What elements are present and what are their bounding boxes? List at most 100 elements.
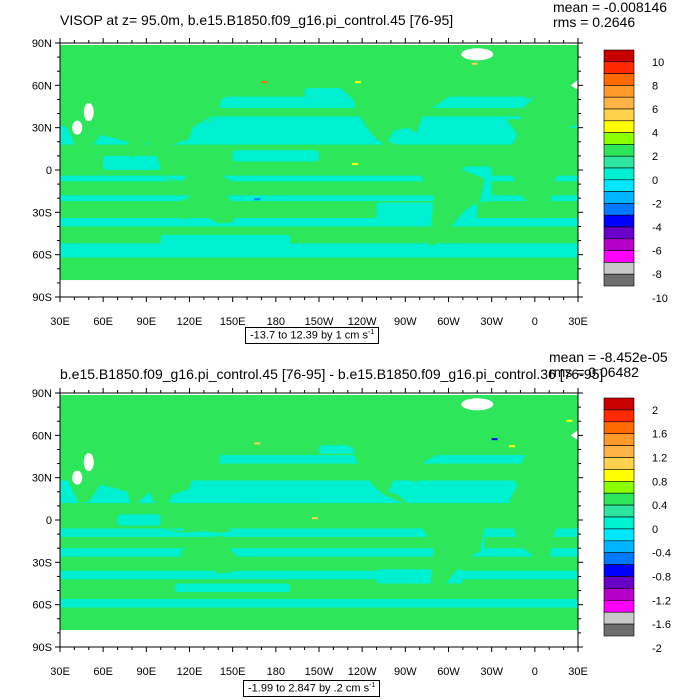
contour-range-label: -1.99 to 2.847 by .2 cm s-1 (243, 680, 381, 697)
missing-data-caspian (83, 453, 94, 472)
missing-data-baltic (570, 79, 578, 90)
colorbar-swatch (603, 262, 635, 275)
colorbar-label: 0 (652, 175, 658, 187)
field-layer (60, 43, 578, 297)
land-region (506, 119, 578, 220)
missing-data-arctic (461, 398, 494, 411)
colorbar-swatch (603, 516, 635, 530)
lat-label: 30N (32, 473, 52, 485)
colorbar-swatch (603, 132, 635, 145)
land-region (153, 512, 233, 533)
ocean-band (60, 175, 578, 182)
missing-data-inland (72, 120, 83, 135)
ocean-patch (160, 234, 291, 247)
lat-label: 60N (32, 80, 52, 92)
colorbar-label: 1.2 (652, 453, 667, 465)
colorbar-label: 1.6 (652, 429, 667, 441)
colorbar-label: 8 (652, 80, 658, 92)
lon-label: 120W (348, 666, 377, 678)
lon-label: 30W (480, 666, 503, 678)
colorbar-swatch (603, 611, 635, 625)
land-region (153, 162, 233, 183)
hotspot-mark (471, 62, 478, 65)
land-region (542, 421, 578, 439)
colorbar-swatch (603, 457, 635, 470)
land-region (180, 185, 237, 224)
mean-value: mean = -0.008146 (553, 0, 668, 15)
colorbar-swatch (603, 49, 635, 63)
lat-label: 60S (32, 250, 52, 262)
lon-label: 60E (93, 316, 113, 328)
map-panel-bottom: b.e15.B1850.f09_g16.pi_control.45 [76-95… (0, 350, 700, 700)
lon-label: 150E (220, 316, 246, 328)
hotspot-mark (566, 419, 573, 422)
lon-label: 30E (568, 316, 588, 328)
map-plot: 90N 60N 30N 0 30S 60S 90S 30E 60E 90E 120E 150E 180 1… (32, 38, 668, 328)
hotspot-mark (311, 517, 318, 520)
colorbar-swatch (603, 226, 635, 240)
missing-data-south (60, 280, 578, 297)
panel-stats: mean = -8.452e-05 rms = 0.06482 (549, 350, 668, 380)
colorbar-swatch (603, 564, 635, 577)
lon-label: 150W (305, 316, 334, 328)
land-region (542, 71, 578, 89)
map-panel-top: VISOP at z= 95.0m, b.e15.B1850.f09_g16.p… (32, 0, 668, 344)
hotspot-mark (254, 442, 261, 445)
lon-label: 30W (480, 316, 503, 328)
colorbar-swatch (603, 214, 635, 228)
ocean-band (60, 528, 578, 537)
lon-label: 60W (437, 666, 460, 678)
ocean-patch (462, 486, 499, 498)
lon-label: 90E (137, 666, 157, 678)
missing-data-inland (72, 470, 83, 485)
contour-range-label: -13.7 to 12.39 by 1 cm s-1 (245, 327, 380, 344)
colorbar-swatch (603, 492, 635, 506)
colorbar-swatch (603, 469, 635, 482)
hotspot-mark (354, 81, 361, 84)
hotspot-mark (261, 81, 268, 84)
lon-label: 60W (437, 316, 460, 328)
colorbar-swatch (603, 179, 635, 192)
land-region (293, 418, 449, 509)
ocean-band (60, 570, 578, 580)
colorbar-swatch (603, 85, 635, 98)
colorbar-label: -4 (652, 222, 662, 234)
colorbar-label: 0.4 (652, 500, 667, 512)
ocean-patch (117, 514, 161, 526)
land-region (526, 438, 535, 450)
lon-label: 90W (394, 666, 417, 678)
lon-label: 30E (568, 666, 588, 678)
colorbar-swatch (603, 576, 635, 589)
ocean-patch (232, 150, 319, 162)
colorbar-swatch (603, 108, 635, 122)
colorbar-label: -0.4 (652, 548, 671, 560)
land-region (180, 535, 237, 574)
missing-data-north (60, 393, 578, 395)
missing-data-baltic (570, 429, 578, 440)
colorbar-label: -6 (652, 246, 662, 258)
land-region (416, 154, 485, 247)
ocean-band (60, 599, 578, 608)
lat-label: 0 (46, 515, 52, 527)
colorbar-label: 4 (652, 128, 658, 140)
colorbar-swatch (603, 96, 635, 110)
ocean-patch (448, 120, 492, 135)
missing-data-caspian (83, 103, 94, 122)
lon-label: 180 (267, 666, 285, 678)
colorbar-swatch (603, 397, 635, 411)
lon-label: 30E (50, 316, 70, 328)
colorbar-label: 2 (652, 405, 658, 417)
colorbar-swatch (603, 540, 635, 554)
colorbar-label: -10 (652, 293, 668, 305)
ocean-patch (175, 583, 291, 592)
colorbar-swatch (603, 409, 635, 423)
land-region (526, 88, 535, 100)
lat-label: 0 (46, 165, 52, 177)
lon-label: 150W (305, 666, 334, 678)
colorbar-swatch (603, 481, 635, 494)
rms-value: rms = 0.06482 (549, 364, 639, 380)
land-region (445, 402, 514, 436)
colorbar-swatch (603, 238, 635, 251)
lon-label: 0 (532, 316, 538, 328)
lon-label: 150E (220, 666, 246, 678)
